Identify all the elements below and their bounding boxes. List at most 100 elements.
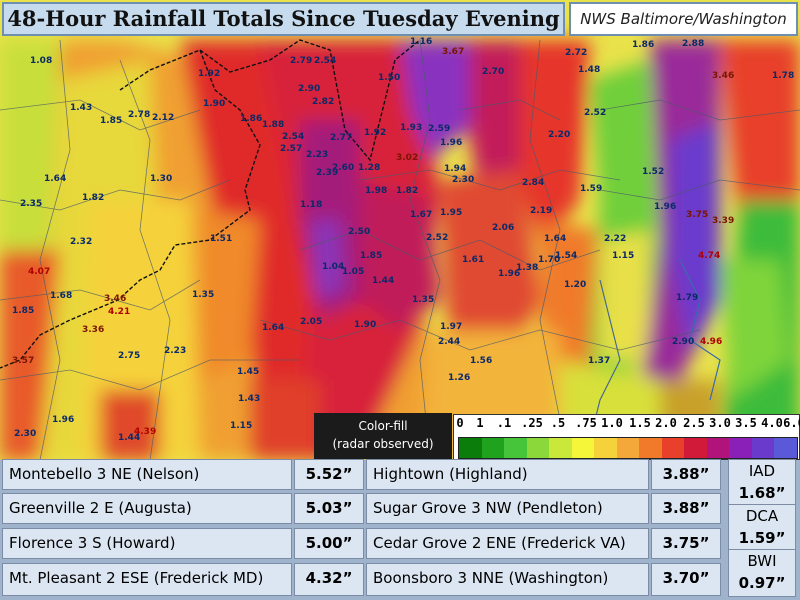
rainfall-point-label: 2.88 [682, 39, 704, 49]
rainfall-point-label: 1.15 [612, 251, 634, 261]
rainfall-point-label: 2.20 [548, 130, 570, 140]
page-title: 48-Hour Rainfall Totals Since Tuesday Ev… [2, 2, 565, 36]
left-row-2-name: Greenville 2 E (Augusta) [2, 493, 292, 524]
rainfall-point-label: 1.48 [578, 65, 600, 75]
rainfall-point-label: 2.52 [584, 108, 606, 118]
rainfall-point-label: 2.78 [128, 110, 150, 120]
rainfall-point-label: 2.19 [530, 206, 552, 216]
rainfall-point-label: 2.90 [672, 337, 694, 347]
rainfall-point-label: 1.45 [237, 367, 259, 377]
rainfall-point-label: 1.82 [396, 186, 418, 196]
rainfall-point-label: 1.44 [118, 433, 140, 443]
rainfall-point-label: 1.85 [12, 306, 34, 316]
rainfall-point-label: 3.36 [82, 325, 104, 335]
rainfall-value-labels: 1.081.431.922.79 2.541.501.163.672.702.72… [12, 37, 794, 443]
legend-swatch [774, 438, 797, 458]
right-row-1-name: Hightown (Highland) [366, 459, 649, 490]
rainfall-point-label: 1.85 [100, 116, 122, 126]
right-row-1-value: 3.88” [651, 459, 721, 490]
legend-color-bar [458, 437, 798, 459]
airport-totals: IAD 1.68” DCA 1.59” BWI 0.97” [728, 459, 796, 597]
rainfall-map: 1.081.431.922.79 2.541.501.163.672.702.72… [0, 0, 800, 460]
left-row-1-name: Montebello 3 NE (Nelson) [2, 459, 292, 490]
rainfall-point-label: 1.86 [632, 40, 654, 50]
legend-swatch [616, 438, 640, 458]
rainfall-point-label: 3.46 [104, 294, 126, 304]
legend-swatch [751, 438, 775, 458]
rainfall-point-label: 2.30 [14, 429, 36, 439]
rainfall-point-label: 1.04 [322, 262, 344, 272]
rainfall-point-label: 2.06 [492, 223, 514, 233]
legend-swatch [661, 438, 685, 458]
legend-ticks: 01 .1 .25 .5 .75 1.0 1.5 2.0 2.5 3.0 3.5 4.06.0 [454, 416, 800, 434]
legend-caption-line1: Color-fill [358, 419, 408, 433]
rainfall-point-label: 1.43 [238, 394, 260, 404]
rainfall-point-label: 1.28 [358, 163, 380, 173]
left-row-4-name: Mt. Pleasant 2 ESE (Frederick MD) [2, 563, 292, 596]
rainfall-point-label: 1.78 [772, 71, 794, 81]
rainfall-point-label: 2.23 [306, 150, 328, 160]
rainfall-point-label: 1.96 [440, 138, 462, 148]
rainfall-point-label: 4.74 [698, 251, 720, 261]
legend-tick: .5 [550, 416, 566, 430]
airport-value-iad: 1.68” [738, 484, 786, 502]
legend-tick: 2.5 [683, 416, 705, 430]
rainfall-point-label: 1.79 [676, 293, 698, 303]
rainfall-point-label: 2.90 [298, 84, 320, 94]
rainfall-point-label: 1.54 [555, 251, 577, 261]
left-row-3-value: 5.00” [294, 528, 364, 559]
airport-code-bwi: BWI [729, 549, 795, 572]
rainfall-point-label: 2.23 [164, 346, 186, 356]
rainfall-point-label: 2.82 [312, 97, 334, 107]
rainfall-point-label: 1.82 [82, 193, 104, 203]
legend-swatch [481, 438, 505, 458]
rainfall-point-label: 1.96 [654, 202, 676, 212]
rainfall-point-label: 1.64 [44, 174, 66, 184]
rainfall-point-label: 1.43 [70, 103, 92, 113]
legend-swatch [639, 438, 662, 458]
rainfall-point-label: 2.12 [152, 113, 174, 123]
rainfall-point-label: 1.88 [262, 120, 284, 130]
legend-tick: .1 [496, 416, 512, 430]
rainfall-point-label: 1.26 [448, 373, 470, 383]
rainfall-point-label: 1.93 [400, 123, 422, 133]
rainfall-point-label: 1.90 [354, 320, 376, 330]
rainfall-point-label: 3.39 [712, 216, 734, 226]
rainfall-point-label: 2.30 [452, 175, 474, 185]
rainfall-point-label: 4.96 [700, 337, 722, 347]
right-row-4-value: 3.70” [651, 563, 721, 596]
legend-swatch [594, 438, 617, 458]
rainfall-point-label: 2.79 [290, 56, 312, 66]
airport-value-bwi: 0.97” [738, 574, 786, 592]
right-row-2-name: Sugar Grove 3 NW (Pendleton) [366, 493, 649, 524]
legend-tick: 3.0 [709, 416, 731, 430]
legend-caption-line2: (radar observed) [332, 437, 434, 451]
rainfall-point-label: 2.22 [604, 234, 626, 244]
rainfall-point-label: 1.98 [365, 186, 387, 196]
legend-tick: 2.0 [655, 416, 677, 430]
rainfall-point-label: 1.37 [588, 356, 610, 366]
rainfall-point-label: 2.70 [482, 67, 504, 77]
rainfall-point-label: 1.35 [412, 295, 434, 305]
rainfall-point-label: 2.52 [426, 233, 448, 243]
rainfall-point-label: 3.46 [712, 71, 734, 81]
airport-code-iad: IAD [748, 462, 776, 480]
rainfall-point-label: 1.50 [378, 73, 400, 83]
rainfall-point-label: 1.64 [544, 234, 566, 244]
rainfall-point-label: 1.64 [262, 323, 284, 333]
rainfall-point-label: 2.05 [300, 317, 322, 327]
rainfall-point-label: 1.20 [564, 280, 586, 290]
airport-value-dca: 1.59” [738, 529, 786, 547]
legend-tick: .25 [521, 416, 543, 430]
rainfall-point-label: 2.60 [332, 163, 354, 173]
rainfall-point-label: 4.21 [108, 307, 130, 317]
legend-caption: Color-fill (radar observed) [314, 413, 452, 459]
left-row-2-value: 5.03” [294, 493, 364, 524]
rainfall-point-label: 1.96 [52, 415, 74, 425]
rainfall-point-label: 2.50 [348, 227, 370, 237]
legend-tick: 1.0 [601, 416, 623, 430]
rainfall-point-label: 2.54 [314, 56, 336, 66]
rainfall-point-label: 1.52 [642, 167, 664, 177]
legend-swatch [684, 438, 707, 458]
rainfall-point-label: 2.39 [316, 168, 338, 178]
